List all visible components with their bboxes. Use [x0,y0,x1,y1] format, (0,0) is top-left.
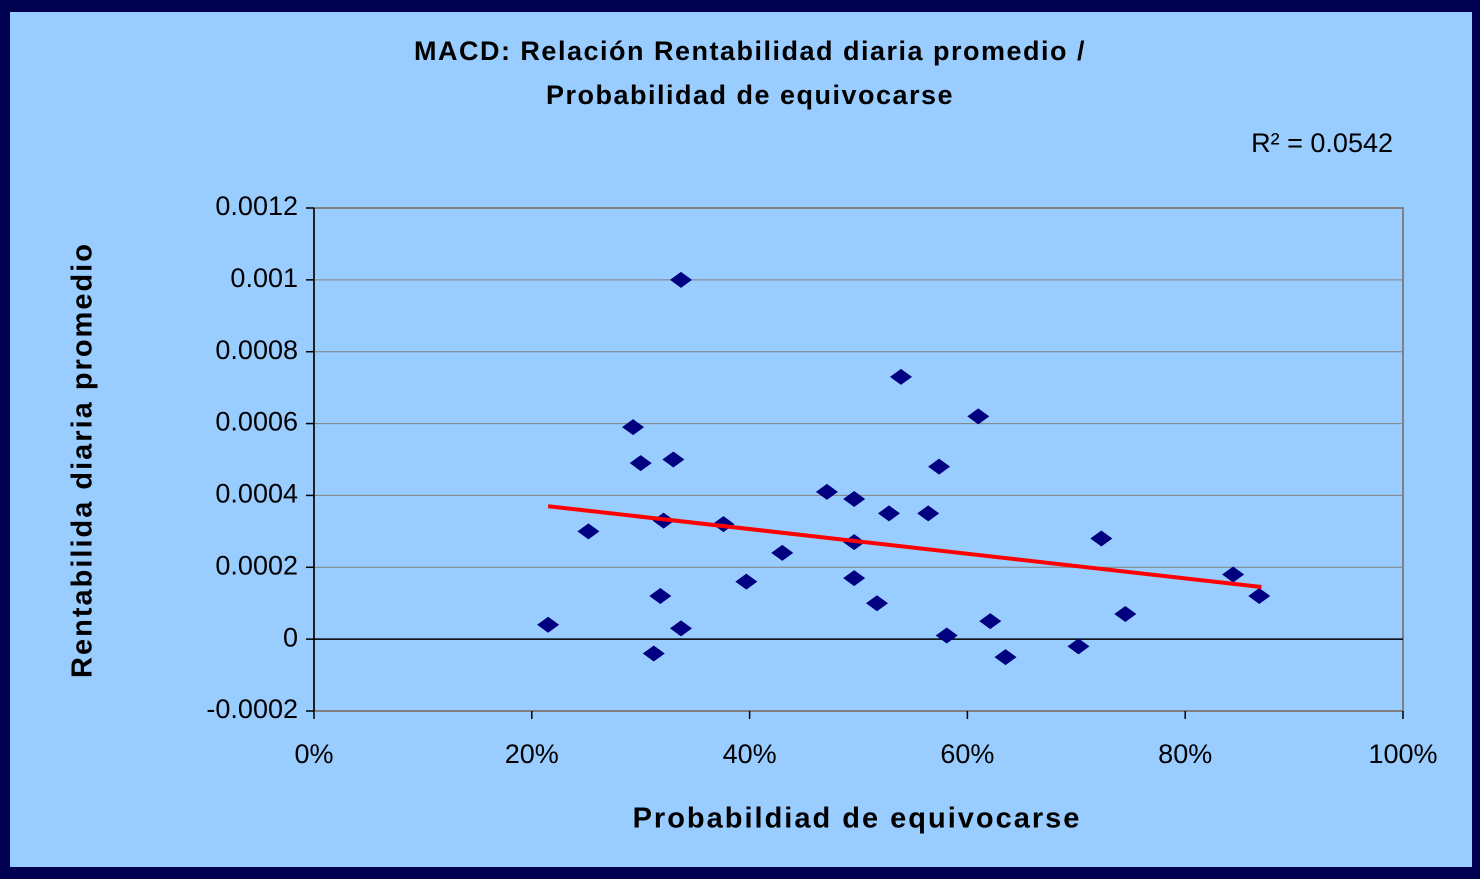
x-tick-label: 40% [723,739,777,769]
chart-title: Probabilidad de equivocarse [546,80,954,110]
y-tick-label: 0.0004 [215,479,298,509]
point [1067,638,1090,655]
point [1114,605,1137,622]
point [669,620,692,637]
y-axis-label: Rentabilida diaria promedio [67,242,99,678]
y-tick-label: 0 [283,622,298,652]
point [877,505,900,522]
x-tick-label: 20% [505,739,559,769]
point [843,491,866,508]
y-tick-label: 0.0002 [215,550,298,580]
point [642,645,665,662]
y-tick-label: 0.0008 [215,335,298,365]
point [735,573,758,590]
point [889,368,912,385]
point [622,419,645,436]
x-tick-label: 60% [940,739,994,769]
trendline [547,504,1262,590]
point [669,271,692,288]
x-tick-label: 100% [1368,739,1437,769]
point [928,458,951,475]
y-tick-label: -0.0002 [206,694,298,724]
point [815,483,838,500]
x-tick-label: 0% [294,739,333,769]
point [537,616,560,633]
y-tick-label: 0.0012 [215,191,298,221]
point [843,570,866,587]
point [1090,530,1113,547]
point [866,595,889,612]
point [662,451,685,468]
point [994,649,1017,666]
x-axis-label: Probabildiad de equivocarse [633,803,1082,835]
point [967,408,990,425]
point [1248,588,1271,605]
y-tick-label: 0.0006 [215,407,298,437]
background [10,12,1472,867]
chart-title: MACD: Relación Rentabilidad diaria prome… [414,36,1086,66]
y-tick-label: 0.001 [230,263,298,293]
point [935,627,958,644]
point [917,505,940,522]
point [629,455,652,472]
point [771,544,794,561]
x-tick-label: 80% [1158,739,1212,769]
point [979,613,1002,630]
point [1222,566,1245,583]
annotation: R² = 0.0542 [1251,128,1393,158]
point [649,588,672,605]
point [577,523,600,540]
